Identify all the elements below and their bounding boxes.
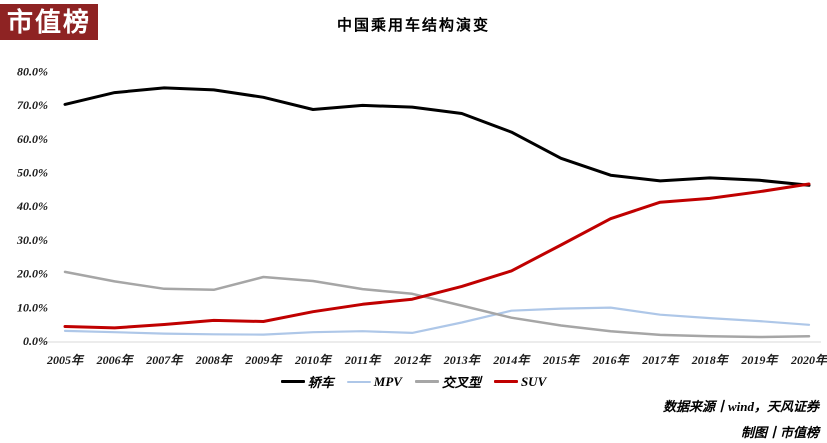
y-axis-tick-label: 0.0% bbox=[23, 334, 48, 348]
legend-item: MPV bbox=[346, 373, 402, 390]
x-axis-tick-label: 2018年 bbox=[691, 353, 730, 367]
y-axis-tick-label: 50.0% bbox=[17, 166, 48, 180]
y-axis-tick-label: 20.0% bbox=[16, 267, 48, 281]
x-axis-tick-label: 2016年 bbox=[592, 353, 631, 367]
legend-label: 轿车 bbox=[307, 375, 334, 390]
y-axis-tick-label: 70.0% bbox=[17, 98, 48, 112]
brand-logo: 市值榜 bbox=[0, 4, 99, 40]
chart-legend: 轿车 MPV 交叉型 SUV bbox=[0, 372, 827, 391]
x-axis-tick-label: 2005年 bbox=[46, 353, 85, 367]
x-axis-tick-label: 2006年 bbox=[96, 353, 135, 367]
chart-credit-note: 制图丨市值榜 bbox=[740, 425, 819, 440]
x-axis-tick-label: 2010年 bbox=[294, 353, 333, 367]
x-axis-tick-label: 2015年 bbox=[542, 353, 581, 367]
x-axis-tick-label: 2014年 bbox=[492, 353, 531, 367]
x-axis-tick-label: 2020年 bbox=[790, 353, 827, 367]
x-axis-tick-label: 2009年 bbox=[244, 353, 283, 367]
series-line-SUV bbox=[63, 182, 811, 330]
x-axis-tick-label: 2007年 bbox=[145, 353, 184, 367]
x-axis-tick-label: 2011年 bbox=[344, 353, 382, 367]
series-line-MPV bbox=[63, 306, 811, 336]
legend-item: SUV bbox=[493, 373, 547, 390]
legend-swatch-icon bbox=[493, 380, 518, 383]
legend-item: 轿车 bbox=[280, 372, 334, 391]
legend-label: SUV bbox=[520, 373, 547, 389]
x-axis-tick-label: 2012年 bbox=[393, 353, 432, 367]
data-source-note: 数据来源丨wind，天风证券 bbox=[662, 399, 819, 414]
legend-item: 交叉型 bbox=[414, 372, 481, 391]
y-axis-tick-label: 10.0% bbox=[17, 300, 48, 314]
series-line-交叉型 bbox=[63, 270, 811, 339]
legend-swatch-icon bbox=[346, 380, 371, 383]
series-line-轿车 bbox=[63, 86, 811, 187]
x-axis-tick-label: 2008年 bbox=[195, 353, 234, 367]
legend-swatch-icon bbox=[280, 380, 305, 383]
legend-label: MPV bbox=[373, 373, 402, 389]
x-axis-tick-label: 2017年 bbox=[641, 353, 680, 367]
x-axis-tick-label: 2019年 bbox=[740, 353, 779, 367]
y-axis-tick-label: 60.0% bbox=[17, 132, 48, 146]
x-axis-tick-label: 2013年 bbox=[443, 353, 482, 367]
y-axis-tick-label: 40.0% bbox=[16, 199, 48, 213]
y-axis-tick-label: 30.0% bbox=[16, 233, 48, 247]
y-axis-tick-label: 80.0% bbox=[17, 64, 48, 78]
legend-label: 交叉型 bbox=[441, 375, 481, 390]
legend-swatch-icon bbox=[414, 380, 439, 383]
chart-title: 中国乘用车结构演变 bbox=[336, 17, 490, 34]
